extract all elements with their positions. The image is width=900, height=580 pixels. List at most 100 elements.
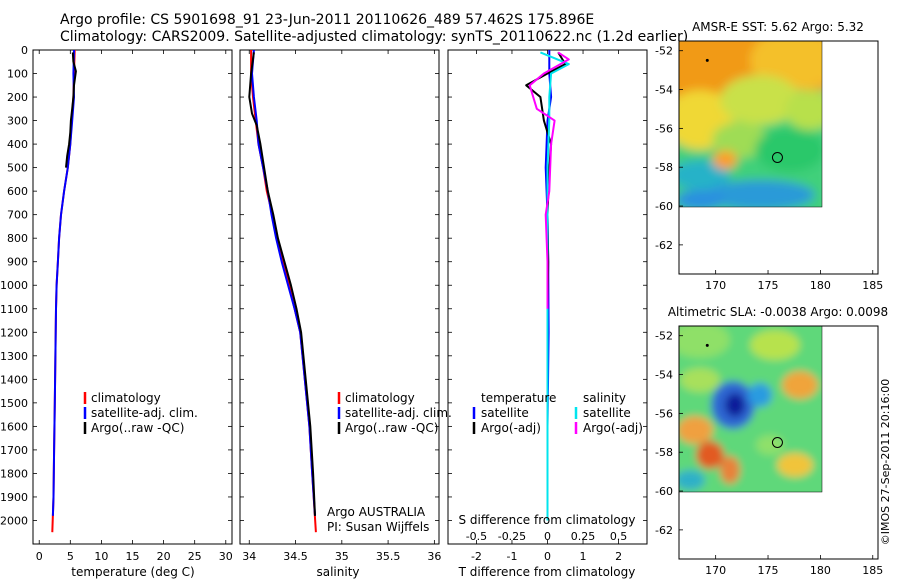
x-tick-label: 34.5 bbox=[283, 550, 308, 563]
x-tick-label: 34 bbox=[242, 550, 256, 563]
sst-map bbox=[678, 40, 823, 208]
x-tick-label: 0 bbox=[544, 550, 551, 563]
x-tick-label: 5 bbox=[67, 550, 74, 563]
map-y-tick-label: -58 bbox=[655, 446, 673, 459]
depth-tick-label: 1000 bbox=[0, 279, 28, 292]
map-x-tick-label: 185 bbox=[862, 279, 883, 292]
x-tick-label: 25 bbox=[188, 550, 202, 563]
sla-map-frame bbox=[678, 325, 879, 560]
map-y-tick-label: -60 bbox=[655, 485, 673, 498]
map-y-tick-label: -60 bbox=[655, 200, 673, 213]
depth-tick-label: 1600 bbox=[0, 420, 28, 433]
legend-label-t-satellite: satellite bbox=[481, 406, 529, 420]
temperature-legend: climatology satellite-adj. clim. Argo(..… bbox=[83, 391, 198, 435]
legend-label-satellite: satellite-adj. clim. bbox=[91, 406, 198, 420]
salinity-xlabel: salinity bbox=[316, 565, 359, 579]
depth-tick-label: 300 bbox=[7, 115, 28, 128]
x-tick-label: 15 bbox=[126, 550, 140, 563]
depth-tick-label: 100 bbox=[7, 68, 28, 81]
sst-map-frame bbox=[678, 40, 879, 275]
x-tick-label: -1 bbox=[506, 550, 517, 563]
map-x-tick-label: 180 bbox=[810, 279, 831, 292]
depth-tick-label: 400 bbox=[7, 138, 28, 151]
x-tick-label: 20 bbox=[157, 550, 171, 563]
depth-tick-label: 0 bbox=[21, 44, 28, 57]
s-tick-label: 0 bbox=[544, 530, 551, 543]
argo-note-line-2: PI: Susan Wijffels bbox=[327, 520, 429, 534]
map-y-tick-label: -56 bbox=[655, 122, 673, 135]
depth-tick-label: 800 bbox=[7, 232, 28, 245]
legend-label-argo: Argo(..raw -QC) bbox=[345, 421, 438, 435]
depth-tick-label: 900 bbox=[7, 256, 28, 269]
argo-position-marker bbox=[771, 152, 783, 163]
series-line-argo-raw-qc- bbox=[248, 52, 316, 516]
depth-tick-label: 1300 bbox=[0, 350, 28, 363]
difference-xlabel: T difference from climatology bbox=[458, 565, 636, 579]
map-x-tick-label: 170 bbox=[705, 564, 726, 577]
depth-tick-label: 1700 bbox=[0, 444, 28, 457]
map-y-tick-label: -62 bbox=[655, 239, 673, 252]
depth-tick-label: 2000 bbox=[0, 514, 28, 527]
argo-position-marker bbox=[771, 437, 783, 448]
argo-note-line-1: Argo AUSTRALIA bbox=[327, 505, 426, 519]
s-tick-label: -0.5 bbox=[466, 530, 487, 543]
temperature-frame bbox=[32, 49, 233, 545]
depth-tick-label: 1400 bbox=[0, 373, 28, 386]
x-tick-label: 36 bbox=[427, 550, 441, 563]
map-y-tick-label: -54 bbox=[655, 369, 673, 382]
depth-tick-label: 700 bbox=[7, 209, 28, 222]
x-tick-label: 2 bbox=[615, 550, 622, 563]
legend-label-s-argo: Argo(-adj) bbox=[583, 421, 643, 435]
x-tick-label: 1 bbox=[580, 550, 587, 563]
depth-tick-label: 600 bbox=[7, 185, 28, 198]
temperature-xlabel: temperature (deg C) bbox=[71, 565, 194, 579]
s-tick-label: -0.25 bbox=[498, 530, 526, 543]
depth-tick-label: 1800 bbox=[0, 467, 28, 480]
map-y-tick-label: -62 bbox=[655, 524, 673, 537]
map-x-tick-label: 180 bbox=[810, 564, 831, 577]
island-marker bbox=[705, 58, 709, 62]
legend-label-climatology: climatology bbox=[91, 391, 161, 405]
map-y-tick-label: -52 bbox=[655, 45, 673, 58]
sla-map bbox=[678, 325, 823, 493]
s-difference-label: S difference from climatology bbox=[459, 513, 636, 527]
legend-label-satellite: satellite-adj. clim. bbox=[345, 406, 452, 420]
legend-label-t-argo: Argo(-adj) bbox=[481, 421, 541, 435]
legend-label-climatology: climatology bbox=[345, 391, 415, 405]
legend-label-argo: Argo(..raw -QC) bbox=[91, 421, 184, 435]
copyright-stamp: ©IMOS 27-Sep-2011 20:16:00 bbox=[879, 379, 892, 545]
map-y-tick-label: -56 bbox=[655, 407, 673, 420]
depth-tick-label: 1200 bbox=[0, 326, 28, 339]
island-marker bbox=[705, 343, 709, 347]
x-tick-label: 0 bbox=[36, 550, 43, 563]
map-x-tick-label: 170 bbox=[705, 279, 726, 292]
sla-map-title: Altimetric SLA: -0.0038 Argo: 0.0098 bbox=[668, 305, 888, 319]
salinity-legend: climatology satellite-adj. clim. Argo(..… bbox=[327, 391, 452, 534]
map-x-tick-label: 185 bbox=[862, 564, 883, 577]
x-tick-label: 30 bbox=[219, 550, 233, 563]
s-tick-label: 0.5 bbox=[610, 530, 628, 543]
map-y-tick-label: -58 bbox=[655, 161, 673, 174]
x-tick-label: -2 bbox=[471, 550, 482, 563]
series-line-s-argo-adj- bbox=[528, 51, 570, 309]
map-y-tick-label: -52 bbox=[655, 330, 673, 343]
legend-header-salinity: salinity bbox=[583, 391, 626, 405]
title-line-2: Climatology: CARS2009. Satellite-adjuste… bbox=[60, 29, 689, 45]
x-tick-label: 10 bbox=[94, 550, 108, 563]
depth-tick-label: 500 bbox=[7, 162, 28, 175]
depth-tick-label: 200 bbox=[7, 91, 28, 104]
legend-label-s-satellite: satellite bbox=[583, 406, 631, 420]
series-line-s-satellite bbox=[540, 51, 570, 521]
depth-tick-label: 1500 bbox=[0, 397, 28, 410]
x-tick-label: 35.5 bbox=[376, 550, 401, 563]
title-line-1: Argo profile: CS 5901698_91 23-Jun-2011 … bbox=[60, 12, 595, 28]
depth-tick-label: 1100 bbox=[0, 303, 28, 316]
x-tick-label: 35 bbox=[335, 550, 349, 563]
legend-header-temperature: temperature bbox=[481, 391, 556, 405]
sst-map-title: AMSR-E SST: 5.62 Argo: 5.32 bbox=[692, 20, 864, 34]
map-x-tick-label: 175 bbox=[758, 564, 779, 577]
salinity-frame bbox=[239, 49, 440, 545]
series-line-satellite-adj-clim- bbox=[251, 49, 316, 516]
map-x-tick-label: 175 bbox=[758, 279, 779, 292]
